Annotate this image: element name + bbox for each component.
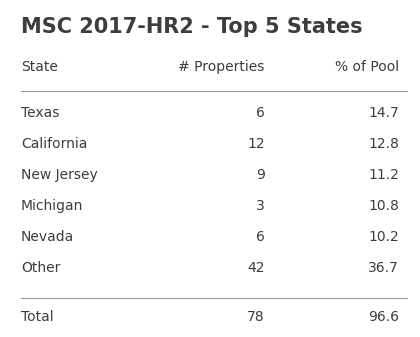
Text: 3: 3 [256,199,265,213]
Text: 78: 78 [247,310,265,324]
Text: 12.8: 12.8 [368,137,399,151]
Text: % of Pool: % of Pool [335,60,399,74]
Text: 6: 6 [256,106,265,120]
Text: State: State [21,60,58,74]
Text: Nevada: Nevada [21,230,74,244]
Text: # Properties: # Properties [178,60,265,74]
Text: 9: 9 [256,168,265,182]
Text: 11.2: 11.2 [368,168,399,182]
Text: 6: 6 [256,230,265,244]
Text: 96.6: 96.6 [368,310,399,324]
Text: New Jersey: New Jersey [21,168,98,182]
Text: Other: Other [21,261,60,275]
Text: Texas: Texas [21,106,59,120]
Text: 10.8: 10.8 [368,199,399,213]
Text: 14.7: 14.7 [368,106,399,120]
Text: California: California [21,137,87,151]
Text: MSC 2017-HR2 - Top 5 States: MSC 2017-HR2 - Top 5 States [21,17,362,37]
Text: 10.2: 10.2 [368,230,399,244]
Text: Total: Total [21,310,54,324]
Text: 12: 12 [247,137,265,151]
Text: 36.7: 36.7 [368,261,399,275]
Text: 42: 42 [247,261,265,275]
Text: Michigan: Michigan [21,199,84,213]
